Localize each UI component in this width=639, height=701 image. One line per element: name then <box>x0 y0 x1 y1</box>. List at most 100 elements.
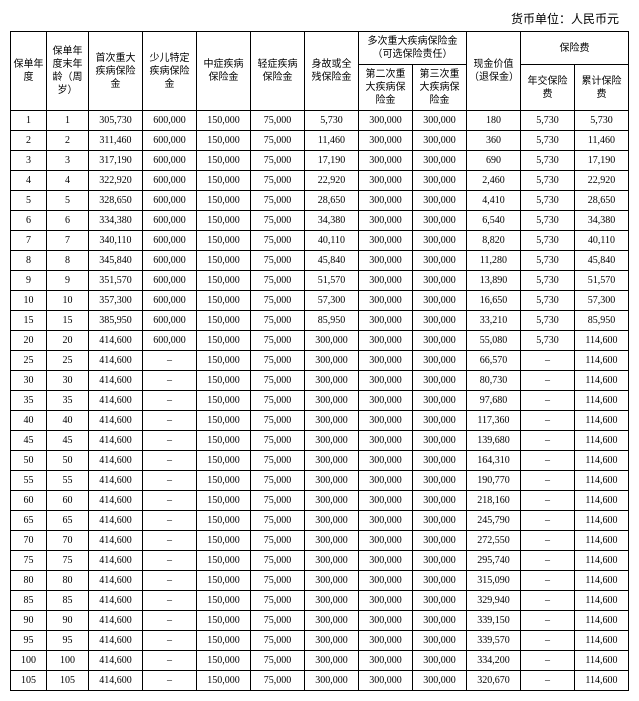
table-cell: 414,600 <box>89 611 143 631</box>
table-row: 2020414,600600,000150,00075,000300,00030… <box>11 331 629 351</box>
table-cell: 66,570 <box>467 351 521 371</box>
table-cell: 150,000 <box>197 431 251 451</box>
table-cell: 300,000 <box>413 271 467 291</box>
table-cell: 300,000 <box>359 531 413 551</box>
table-cell: 351,570 <box>89 271 143 291</box>
table-cell: 9 <box>47 271 89 291</box>
table-cell: 414,600 <box>89 331 143 351</box>
table-cell: 190,770 <box>467 471 521 491</box>
table-cell: 150,000 <box>197 411 251 431</box>
table-cell: – <box>143 571 197 591</box>
table-cell: 57,300 <box>305 291 359 311</box>
table-cell: 4,410 <box>467 191 521 211</box>
table-cell: 75,000 <box>251 291 305 311</box>
header-mild: 轻症疾病保险金 <box>251 32 305 111</box>
table-row: 3030414,600–150,00075,000300,000300,0003… <box>11 371 629 391</box>
header-policy-year: 保单年度 <box>11 32 47 111</box>
table-cell: – <box>143 491 197 511</box>
table-cell: 5,730 <box>521 171 575 191</box>
table-cell: 300,000 <box>359 251 413 271</box>
table-cell: 300,000 <box>413 131 467 151</box>
table-cell: 5,730 <box>521 211 575 231</box>
table-cell: 600,000 <box>143 191 197 211</box>
table-row: 44322,920600,000150,00075,00022,920300,0… <box>11 171 629 191</box>
table-cell: 357,300 <box>89 291 143 311</box>
table-cell: 300,000 <box>413 531 467 551</box>
table-cell: – <box>143 591 197 611</box>
table-cell: 300,000 <box>413 371 467 391</box>
table-cell: 75,000 <box>251 271 305 291</box>
header-moderate: 中症疾病保险金 <box>197 32 251 111</box>
table-cell: 75,000 <box>251 391 305 411</box>
table-cell: 339,150 <box>467 611 521 631</box>
table-cell: 55 <box>47 471 89 491</box>
table-cell: 117,360 <box>467 411 521 431</box>
table-cell: 5 <box>11 191 47 211</box>
table-cell: – <box>521 511 575 531</box>
table-cell: 300,000 <box>359 611 413 631</box>
table-cell: – <box>143 371 197 391</box>
table-cell: 300,000 <box>413 231 467 251</box>
table-cell: 114,600 <box>575 491 629 511</box>
table-cell: 245,790 <box>467 511 521 531</box>
table-cell: 180 <box>467 111 521 131</box>
table-cell: 345,840 <box>89 251 143 271</box>
table-cell: 70 <box>11 531 47 551</box>
table-cell: 105 <box>47 671 89 691</box>
table-cell: 317,190 <box>89 151 143 171</box>
table-cell: 3 <box>11 151 47 171</box>
table-cell: 5 <box>47 191 89 211</box>
table-row: 9595414,600–150,00075,000300,000300,0003… <box>11 631 629 651</box>
table-cell: 5,730 <box>521 311 575 331</box>
table-cell: 600,000 <box>143 171 197 191</box>
table-cell: 40 <box>11 411 47 431</box>
table-cell: 55,080 <box>467 331 521 351</box>
table-cell: – <box>143 551 197 571</box>
table-cell: 75,000 <box>251 611 305 631</box>
table-cell: 17,190 <box>575 151 629 171</box>
table-cell: 75,000 <box>251 251 305 271</box>
header-child-specific: 少儿特定疾病保险金 <box>143 32 197 111</box>
table-cell: 5,730 <box>521 131 575 151</box>
table-cell: 300,000 <box>305 491 359 511</box>
table-cell: 80 <box>11 571 47 591</box>
table-cell: 600,000 <box>143 111 197 131</box>
table-cell: 75,000 <box>251 591 305 611</box>
table-cell: 51,570 <box>575 271 629 291</box>
table-cell: 6 <box>47 211 89 231</box>
table-row: 66334,380600,000150,00075,00034,380300,0… <box>11 211 629 231</box>
table-cell: 114,600 <box>575 631 629 651</box>
table-cell: 300,000 <box>359 591 413 611</box>
table-cell: 300,000 <box>413 211 467 231</box>
table-cell: 300,000 <box>305 351 359 371</box>
table-cell: – <box>143 391 197 411</box>
table-cell: 295,740 <box>467 551 521 571</box>
table-cell: 414,600 <box>89 631 143 651</box>
table-cell: 414,600 <box>89 651 143 671</box>
table-cell: 150,000 <box>197 291 251 311</box>
table-cell: 45,840 <box>305 251 359 271</box>
table-cell: 114,600 <box>575 671 629 691</box>
table-cell: 10 <box>47 291 89 311</box>
table-cell: 114,600 <box>575 371 629 391</box>
table-cell: – <box>521 371 575 391</box>
table-cell: 600,000 <box>143 151 197 171</box>
table-row: 11305,730600,000150,00075,0005,730300,00… <box>11 111 629 131</box>
table-cell: 6,540 <box>467 211 521 231</box>
table-cell: 30 <box>47 371 89 391</box>
table-cell: – <box>521 411 575 431</box>
table-cell: 414,600 <box>89 371 143 391</box>
table-cell: 164,310 <box>467 451 521 471</box>
table-cell: 25 <box>47 351 89 371</box>
table-cell: 114,600 <box>575 531 629 551</box>
table-cell: 114,600 <box>575 611 629 631</box>
table-cell: 85,950 <box>575 311 629 331</box>
table-cell: 40,110 <box>575 231 629 251</box>
table-cell: 85 <box>47 591 89 611</box>
table-cell: – <box>521 531 575 551</box>
table-cell: 300,000 <box>359 371 413 391</box>
table-cell: 300,000 <box>359 571 413 591</box>
table-cell: – <box>521 351 575 371</box>
table-cell: 5,730 <box>305 111 359 131</box>
table-cell: 150,000 <box>197 191 251 211</box>
